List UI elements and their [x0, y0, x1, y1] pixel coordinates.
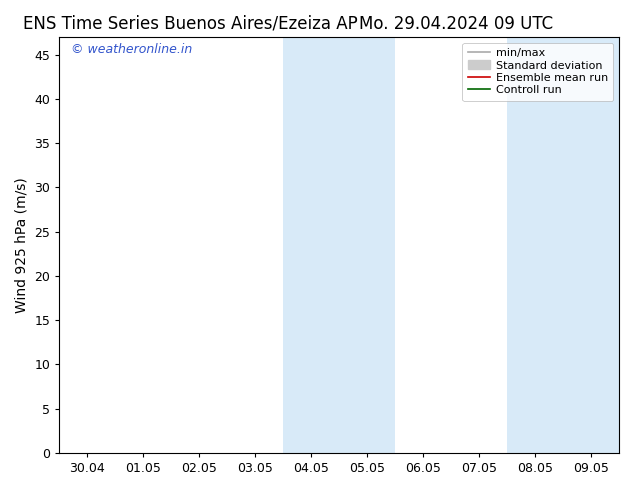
- Bar: [283, 37, 339, 453]
- Text: © weatheronline.in: © weatheronline.in: [70, 43, 192, 56]
- Text: ENS Time Series Buenos Aires/Ezeiza AP: ENS Time Series Buenos Aires/Ezeiza AP: [23, 15, 358, 33]
- Legend: min/max, Standard deviation, Ensemble mean run, Controll run: min/max, Standard deviation, Ensemble me…: [462, 43, 614, 101]
- Y-axis label: Wind 925 hPa (m/s): Wind 925 hPa (m/s): [15, 177, 29, 313]
- Text: Mo. 29.04.2024 09 UTC: Mo. 29.04.2024 09 UTC: [359, 15, 553, 33]
- Bar: [507, 37, 563, 453]
- Bar: [563, 37, 619, 453]
- Bar: [339, 37, 395, 453]
